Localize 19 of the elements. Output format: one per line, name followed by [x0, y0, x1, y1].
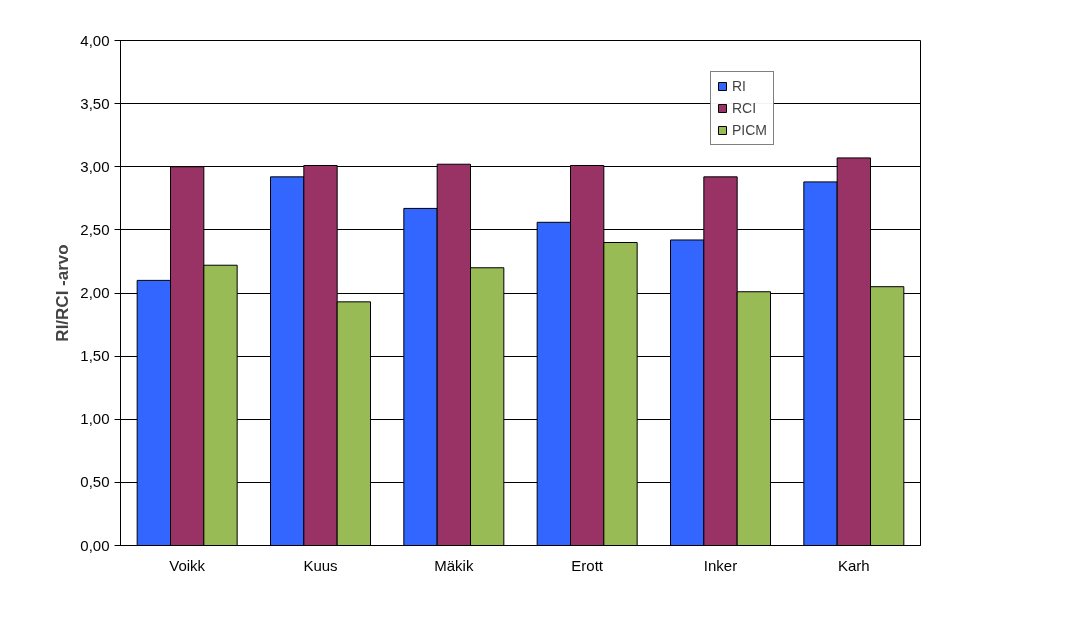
x-tick-label: Voikk [169, 556, 206, 574]
x-tick-label: Inker [703, 556, 738, 574]
y-tick-label: 2,50 [80, 220, 110, 238]
y-tick-label: 1,00 [80, 410, 110, 428]
x-tick-label: Mäkik [434, 556, 474, 574]
y-tick-label: 3,00 [80, 157, 110, 175]
y-tick-label: 1,50 [80, 347, 110, 365]
legend-label: PICM [732, 122, 767, 138]
y-tick-label: 0,50 [80, 473, 110, 491]
y-tick-label: 2,00 [80, 284, 110, 301]
legend-label: RCI [732, 100, 757, 116]
legend-label: RI [732, 78, 747, 94]
x-tick-label: Erott [571, 556, 604, 574]
y-tick-label: 4,00 [80, 31, 110, 49]
y-axis-title: RI/RCI -arvo [53, 244, 73, 342]
x-tick-label: Kuus [303, 556, 338, 574]
y-tick-label: 3,50 [80, 94, 110, 112]
y-tick-label: 0,00 [80, 536, 110, 554]
x-tick-label: Karh [837, 556, 870, 574]
